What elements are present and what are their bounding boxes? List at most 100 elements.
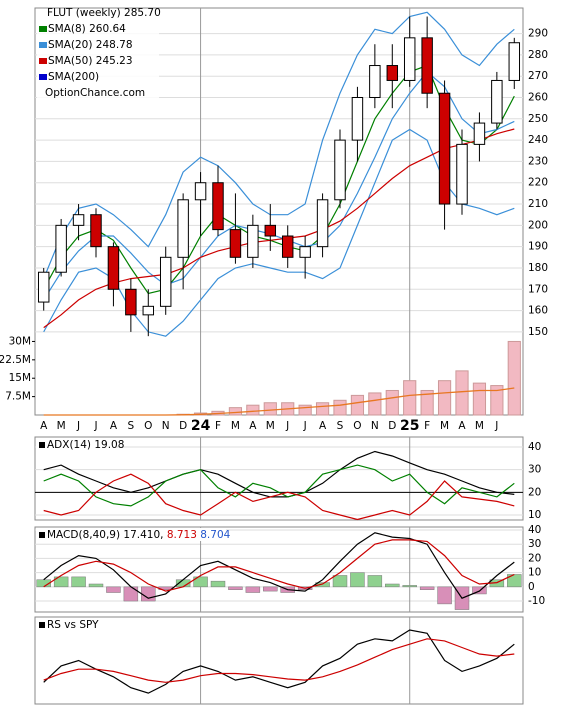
- line: [43, 539, 515, 592]
- candle-body: [55, 224, 67, 273]
- line: [43, 11, 515, 279]
- title-part: 8.704: [200, 529, 230, 541]
- candle-body: [264, 224, 277, 237]
- x-tick-label: A: [319, 420, 327, 432]
- y-tick-label: 190: [528, 241, 548, 253]
- volume-bar: [263, 402, 277, 416]
- y-tick-label: 170: [528, 283, 548, 295]
- y-tick-label: 30: [528, 464, 541, 476]
- y-tick-label: 40: [528, 441, 541, 453]
- y-tick-label: 150: [528, 326, 548, 338]
- x-tick-label: J: [76, 420, 80, 432]
- legend-swatch: [39, 74, 47, 80]
- y-tick-label: 0: [528, 581, 535, 593]
- y-tick-label: 240: [528, 134, 548, 146]
- line: [43, 629, 515, 694]
- panel: [34, 616, 524, 705]
- y-tick-label: -10: [528, 595, 545, 607]
- y2-tick-label: 15M: [9, 372, 31, 384]
- candle-body: [456, 143, 468, 205]
- volume-bar: [350, 394, 365, 416]
- x-tick-label: F: [215, 420, 221, 432]
- x-tick-label: A: [249, 420, 257, 432]
- line: [43, 64, 515, 295]
- histogram-bar: [385, 583, 400, 588]
- y-tick-label: 10: [528, 567, 541, 579]
- x-tick-label: O: [353, 420, 361, 432]
- histogram-bar: [332, 575, 348, 588]
- source: OptionChance.com: [45, 87, 145, 99]
- candle-body: [281, 235, 294, 258]
- y-tick-label: 30: [528, 538, 541, 550]
- candle-body: [438, 92, 451, 205]
- histogram-bar: [36, 579, 51, 588]
- y-tick-label: 10: [528, 509, 541, 521]
- y-tick-label: 40: [528, 524, 541, 536]
- panel-title: RS vs SPY: [47, 619, 99, 631]
- candle-body: [491, 79, 503, 124]
- x-tick-label: O: [144, 420, 152, 432]
- legend-swatch: [39, 532, 45, 538]
- x-tick-label: S: [128, 420, 135, 432]
- histogram-bar: [402, 585, 417, 588]
- candle-body: [334, 139, 346, 201]
- volume-bar: [420, 389, 434, 416]
- candle-body: [508, 42, 521, 81]
- histogram-bar: [263, 586, 278, 592]
- candle-body: [37, 271, 50, 303]
- legend-box: [36, 438, 116, 451]
- y2-tick-label: 22.5M: [0, 354, 31, 366]
- candle-body: [229, 229, 242, 258]
- x-tick-label: A: [110, 420, 118, 432]
- volume-average: [43, 387, 515, 416]
- line: [43, 71, 515, 301]
- line: [43, 128, 515, 337]
- histogram-bar: [141, 586, 156, 602]
- x-tick-label: M: [266, 420, 275, 432]
- y-tick-label: 290: [528, 28, 548, 40]
- volume-bar: [298, 404, 312, 416]
- title-part: ADX(14) 19.08: [47, 439, 124, 451]
- candle-body: [107, 246, 120, 290]
- line: [43, 464, 515, 507]
- legend-label: SMA(200): [48, 71, 99, 83]
- candle-body: [386, 65, 399, 81]
- y-tick-label: 200: [528, 219, 548, 231]
- histogram-bar: [245, 586, 261, 593]
- histogram-bar: [228, 586, 243, 590]
- candle-body: [90, 214, 102, 248]
- y-tick-label: 230: [528, 155, 548, 167]
- legend-label: SMA(20) 248.78: [48, 39, 133, 51]
- x-tick-label: M: [57, 420, 66, 432]
- chart-title: FLUT (weekly) 285.70: [47, 7, 161, 19]
- x-tick-label: J: [93, 420, 97, 432]
- y-tick-label: 20: [528, 552, 541, 564]
- volume-bar: [437, 380, 452, 416]
- legend-label: SMA(8) 260.64: [48, 23, 126, 35]
- legend-swatch: [39, 58, 47, 64]
- volume-bar: [333, 399, 347, 416]
- legend-box: [36, 528, 226, 541]
- candle-body: [403, 37, 416, 81]
- y-tick-label: 180: [528, 262, 548, 274]
- y-tick-label: 20: [528, 486, 541, 498]
- volume-bar: [368, 392, 382, 416]
- line: [43, 128, 515, 329]
- histogram-bar: [53, 576, 69, 588]
- x-tick-label: F: [424, 420, 430, 432]
- legend-box: [36, 618, 116, 631]
- volume-bar: [472, 382, 487, 416]
- line: [43, 638, 515, 683]
- histogram-bar: [437, 586, 452, 605]
- line: [43, 473, 515, 521]
- volume-bar: [315, 402, 330, 416]
- candle-body: [299, 246, 311, 258]
- y-tick-label: 270: [528, 70, 548, 82]
- histogram-bar: [419, 586, 435, 590]
- candle-body: [159, 256, 172, 307]
- x-tick-label: J: [494, 420, 498, 432]
- candle-body: [247, 224, 259, 258]
- legend-box: [37, 10, 159, 98]
- y-tick-label: 250: [528, 113, 548, 125]
